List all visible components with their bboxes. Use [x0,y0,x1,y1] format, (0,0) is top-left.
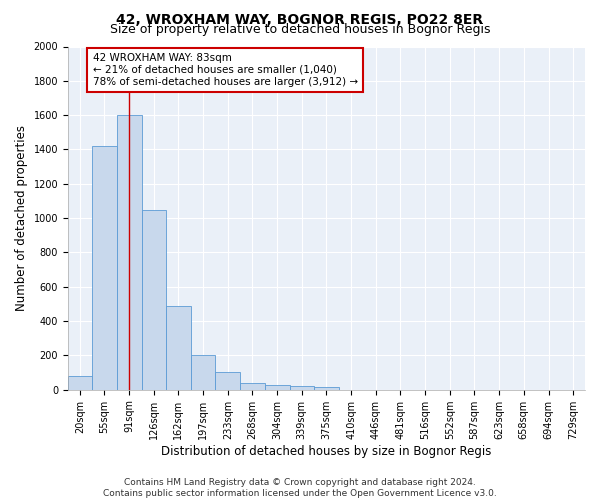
Y-axis label: Number of detached properties: Number of detached properties [15,125,28,311]
Bar [92,146,116,390]
X-axis label: Distribution of detached houses by size in Bognor Regis: Distribution of detached houses by size … [161,444,491,458]
Bar [265,386,290,390]
Text: Size of property relative to detached houses in Bognor Regis: Size of property relative to detached ho… [110,22,490,36]
Text: Contains HM Land Registry data © Crown copyright and database right 2024.
Contai: Contains HM Land Registry data © Crown c… [103,478,497,498]
Bar [314,387,339,390]
Text: 42, WROXHAM WAY, BOGNOR REGIS, PO22 8ER: 42, WROXHAM WAY, BOGNOR REGIS, PO22 8ER [116,12,484,26]
Bar [166,306,191,390]
Bar [240,383,265,390]
Bar [116,115,142,390]
Bar [290,386,314,390]
Bar [142,210,166,390]
Text: 42 WROXHAM WAY: 83sqm
← 21% of detached houses are smaller (1,040)
78% of semi-d: 42 WROXHAM WAY: 83sqm ← 21% of detached … [92,54,358,86]
Bar [191,356,215,390]
Bar [215,372,240,390]
Bar [68,376,92,390]
